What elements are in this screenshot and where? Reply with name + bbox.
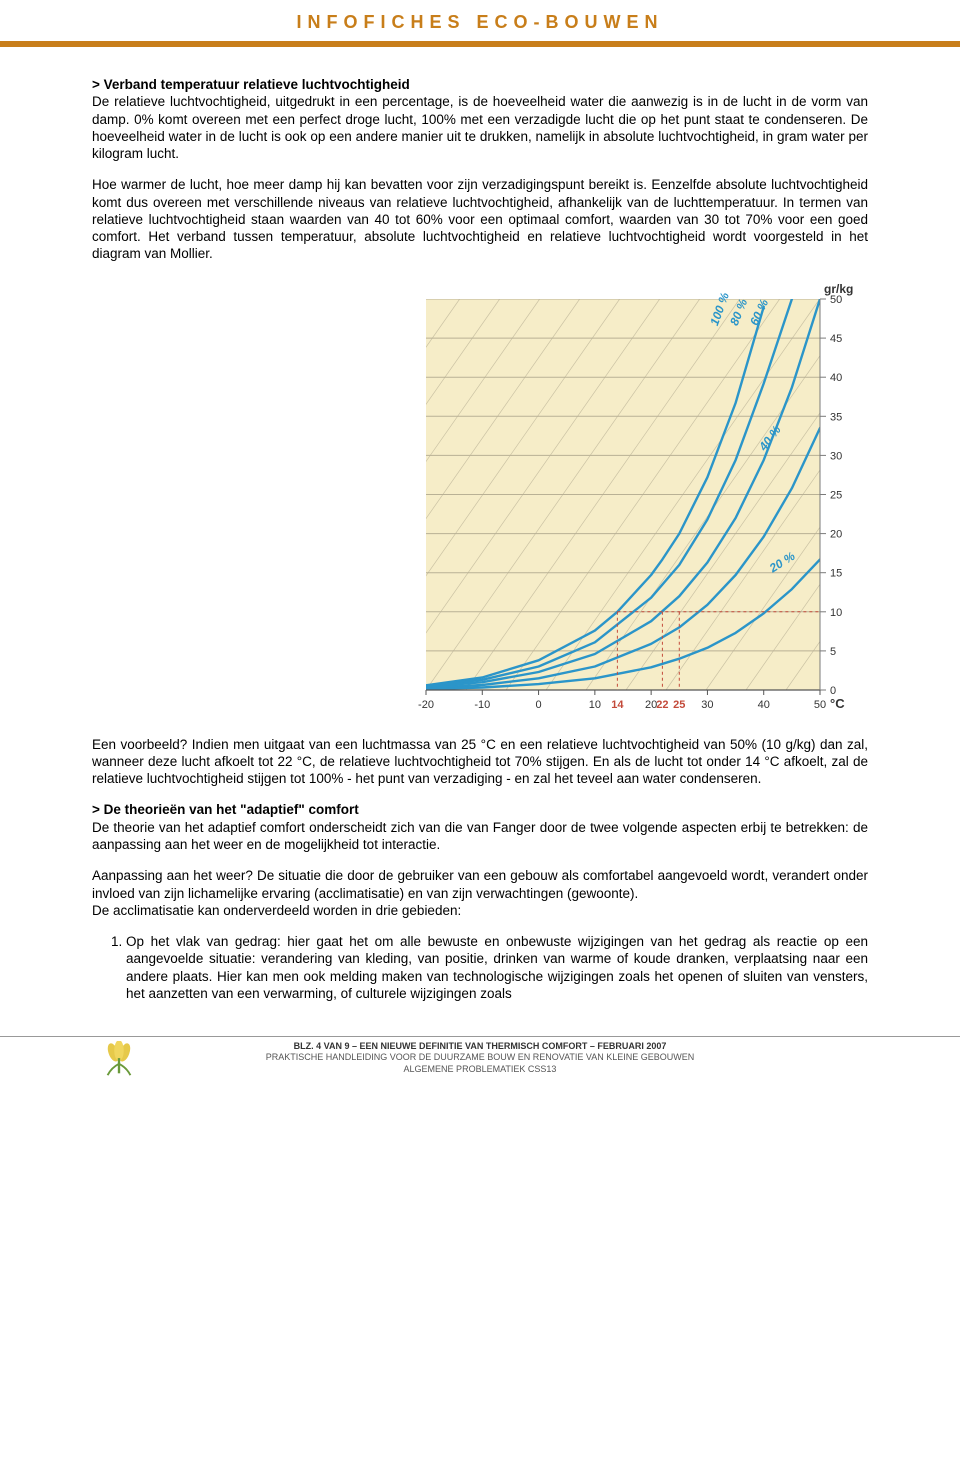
svg-text:50: 50 (814, 699, 826, 711)
header-underline (0, 41, 960, 47)
svg-text:35: 35 (830, 411, 842, 423)
mollier-chart-wrap: 05101520253035404550gr/kg-20-10010203040… (92, 277, 868, 722)
svg-text:25: 25 (673, 699, 685, 711)
svg-text:30: 30 (701, 699, 713, 711)
svg-text:20: 20 (830, 528, 842, 540)
section1-p3: Een voorbeeld? Indien men uitgaat van ee… (92, 736, 868, 788)
section2-p3: De acclimatisatie kan onderverdeeld word… (92, 902, 868, 919)
svg-text:40: 40 (830, 372, 842, 384)
svg-text:25: 25 (830, 489, 842, 501)
footer-text: BLZ. 4 VAN 9 – EEN NIEUWE DEFINITIE VAN … (92, 1041, 868, 1075)
section2-p1: De theorie van het adaptief comfort onde… (92, 819, 868, 854)
svg-text:30: 30 (830, 450, 842, 462)
svg-text:gr/kg: gr/kg (824, 282, 853, 296)
svg-text:°C: °C (830, 696, 845, 711)
svg-text:40: 40 (758, 699, 770, 711)
footer: BLZ. 4 VAN 9 – EEN NIEUWE DEFINITIE VAN … (0, 1036, 960, 1085)
svg-text:-10: -10 (474, 699, 490, 711)
section2-heading: > De theorieën van het "adaptief" comfor… (92, 801, 868, 818)
header-title: INFOFICHES ECO-BOUWEN (0, 0, 960, 33)
svg-text:5: 5 (830, 646, 836, 658)
footer-l1: BLZ. 4 VAN 9 – EEN NIEUWE DEFINITIE VAN … (92, 1041, 868, 1052)
section1-p2: Hoe warmer de lucht, hoe meer damp hij k… (92, 176, 868, 262)
section2-li1: Op het vlak van gedrag: hier gaat het om… (126, 933, 868, 1002)
section2-list: Op het vlak van gedrag: hier gaat het om… (92, 933, 868, 1002)
page-content: > Verband temperatuur relatieve luchtvoc… (0, 56, 960, 1018)
section1-p1: De relatieve luchtvochtigheid, uitgedruk… (92, 93, 868, 162)
svg-text:0: 0 (536, 699, 542, 711)
iris-icon (100, 1041, 138, 1077)
svg-text:15: 15 (830, 567, 842, 579)
mollier-chart: 05101520253035404550gr/kg-20-10010203040… (398, 277, 868, 722)
svg-text:10: 10 (589, 699, 601, 711)
svg-text:14: 14 (611, 699, 624, 711)
svg-text:-20: -20 (418, 699, 434, 711)
svg-text:10: 10 (830, 606, 842, 618)
section2-p2: Aanpassing aan het weer? De situatie die… (92, 867, 868, 902)
footer-l2: PRAKTISCHE HANDLEIDING VOOR DE DUURZAME … (92, 1052, 868, 1063)
section1-heading: > Verband temperatuur relatieve luchtvoc… (92, 76, 868, 93)
svg-text:22: 22 (656, 699, 668, 711)
footer-l3: ALGEMENE PROBLEMATIEK CSS13 (92, 1064, 868, 1075)
header: INFOFICHES ECO-BOUWEN (0, 0, 960, 56)
svg-text:45: 45 (830, 333, 842, 345)
